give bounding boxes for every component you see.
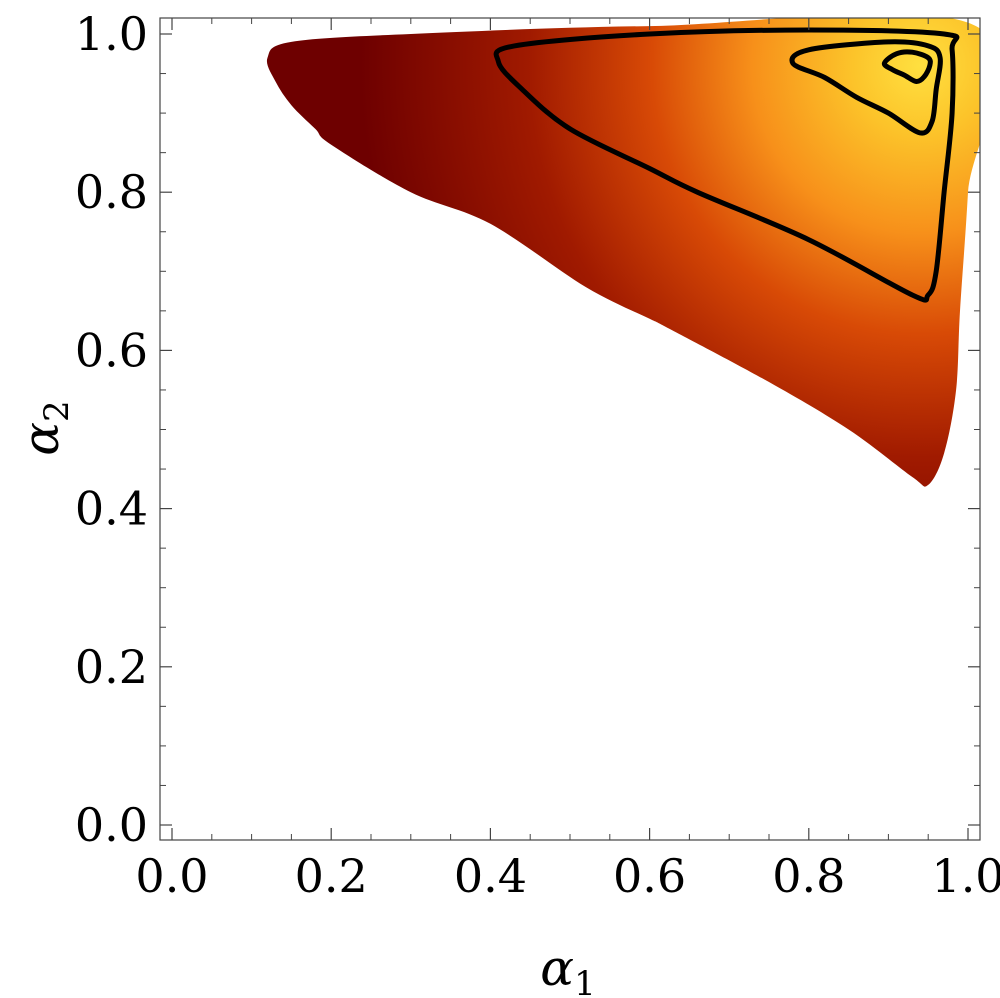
contour-line-level-1 <box>493 27 960 303</box>
x-axis-ticks: 0.0 0.2 0.4 0.6 0.8 1.0 <box>135 18 1000 903</box>
contour-line-level-2 <box>789 39 943 136</box>
y-tick-label: 0.6 <box>75 323 148 377</box>
contour-line-level-3 <box>881 49 933 84</box>
x-tick-label: 1.0 <box>931 849 1000 903</box>
x-tick-label: 0.0 <box>135 849 208 903</box>
x-tick-label: 0.2 <box>295 849 368 903</box>
y-axis-ticks: 0.0 0.2 0.4 0.6 0.8 1.0 <box>75 7 980 852</box>
y-tick-label: 0.4 <box>75 482 148 536</box>
x-tick-label: 0.8 <box>772 849 845 903</box>
x-axis-label: α1 <box>540 939 595 998</box>
x-tick-label: 0.6 <box>613 849 686 903</box>
contour-lines <box>493 27 960 303</box>
y-axis-label: α2 <box>12 400 77 455</box>
y-tick-label: 0.0 <box>75 798 148 852</box>
plot-area <box>266 18 980 487</box>
y-tick-label: 0.2 <box>75 640 148 694</box>
y-tick-label: 1.0 <box>75 7 148 61</box>
density-region <box>266 18 980 487</box>
x-tick-label: 0.4 <box>454 849 527 903</box>
y-tick-label: 0.8 <box>75 165 148 219</box>
